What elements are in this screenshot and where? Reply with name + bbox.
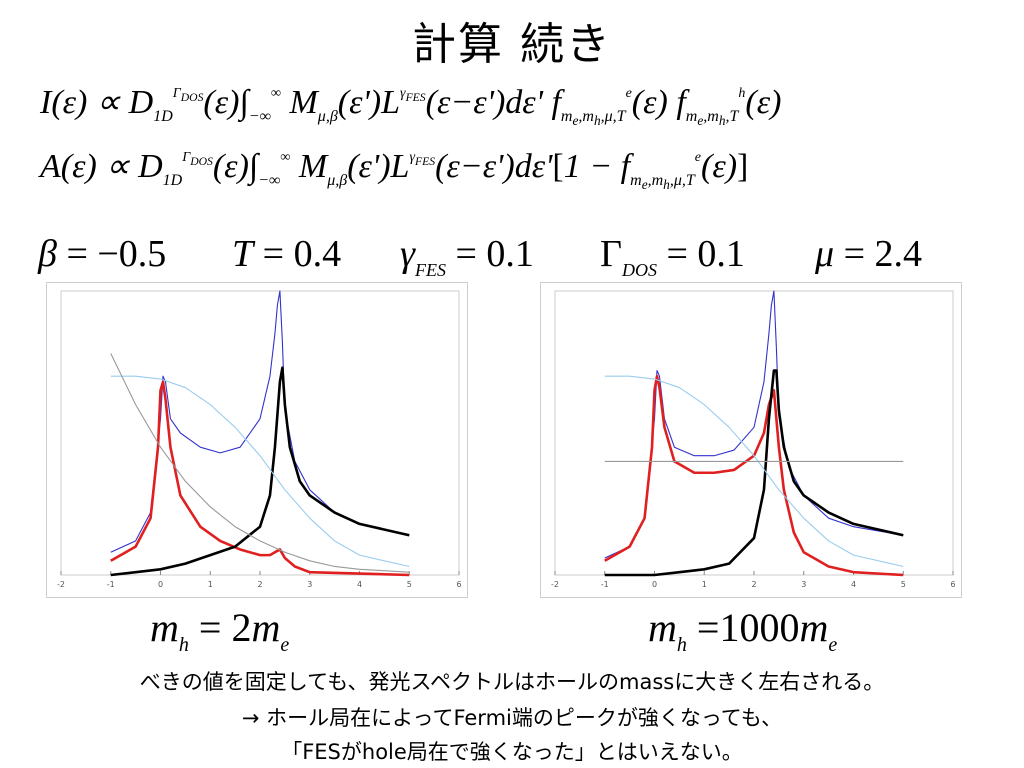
series-line-3 [604, 375, 904, 568]
x-tick-label: -1 [107, 580, 115, 589]
param-beta: β = −0.5 [38, 233, 167, 275]
x-tick-label: 1 [208, 580, 213, 589]
slide-title: 計算 続き [412, 19, 612, 70]
x-tick-label: -2 [57, 580, 65, 589]
series-line-0 [110, 290, 410, 553]
x-tick-label: 5 [407, 580, 412, 589]
chart-right: -2 -1 0 1 2 3 4 5 6 [540, 282, 962, 598]
x-tick-label: -1 [601, 580, 609, 589]
param-gamma-fes: γFES = 0.1 [400, 233, 534, 280]
x-tick-label: 4 [851, 580, 856, 589]
x-tick-label: -2 [551, 580, 559, 589]
x-tick-label: 2 [751, 580, 756, 589]
x-tick-label: 0 [158, 580, 163, 589]
x-tick-label: 5 [901, 580, 906, 589]
equation-I: I(ε) ∝ D1DΓDOS(ε)∫−∞∞ Mμ,β(ε')LγFES(ε−ε'… [40, 84, 782, 129]
chart-left: -2 -1 0 1 2 3 4 5 6 [46, 282, 468, 598]
x-tick-label: 1 [702, 580, 707, 589]
x-tick-label: 3 [307, 580, 312, 589]
x-tick-label: 3 [801, 580, 806, 589]
series-line-2 [110, 366, 410, 577]
note-line-2: → ホール局在によってFermi端のピークが強くなっても、 [241, 706, 783, 730]
series-line-1 [110, 380, 410, 577]
chart-right-plot: -2 -1 0 1 2 3 4 5 6 [551, 290, 956, 589]
series-line-3 [110, 375, 410, 568]
x-tick-label: 0 [652, 580, 657, 589]
note-line-1: べきの値を固定しても、発光スペクトルはホールのmassに大きく左右される。 [139, 670, 885, 694]
x-tick-label: 6 [950, 580, 955, 589]
equation-A: A(ε) ∝ D1DΓDOS(ε)∫−∞∞ Mμ,β(ε')LγFES(ε−ε'… [40, 148, 749, 193]
caption-left: mh = 2me [150, 605, 290, 656]
x-tick-label: 6 [456, 580, 461, 589]
series-line-0 [604, 290, 904, 559]
caption-right: mh =1000me [648, 605, 838, 656]
series-line-1 [604, 374, 904, 577]
param-T: T = 0.4 [232, 233, 342, 275]
series-line-4 [110, 353, 410, 573]
param-mu: μ = 2.4 [815, 233, 923, 275]
x-tick-label: 2 [257, 580, 262, 589]
param-gamma-dos: ΓDOS = 0.1 [600, 233, 745, 280]
x-tick-label: 4 [357, 580, 362, 589]
chart-left-plot: -2 -1 0 1 2 3 4 5 6 [57, 290, 462, 589]
series-line-2 [604, 369, 904, 577]
note-line-3: 「FESがhole局在で強くなった」とはいえない。 [281, 740, 743, 764]
